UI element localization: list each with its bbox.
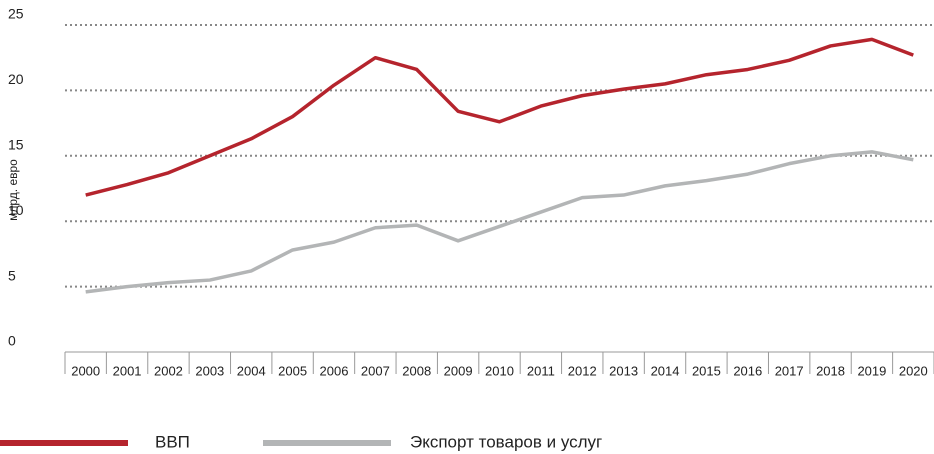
x-tick-label: 2013 xyxy=(609,363,638,378)
x-tick-label: 2007 xyxy=(361,363,390,378)
x-tick-label: 2015 xyxy=(692,363,721,378)
series-line xyxy=(85,150,914,294)
y-tick-label: 20 xyxy=(8,71,24,87)
y-tick-label: 25 xyxy=(8,6,24,22)
y-tick-label: 0 xyxy=(8,333,16,349)
y-tick-label: 10 xyxy=(8,202,24,218)
y-tick-label: 15 xyxy=(8,137,24,153)
x-tick-label: 2008 xyxy=(402,363,431,378)
x-tick-label: 2020 xyxy=(899,363,928,378)
x-tick-label: 2012 xyxy=(568,363,597,378)
x-tick-label: 2000 xyxy=(71,363,100,378)
x-tick-label: 2006 xyxy=(320,363,349,378)
x-tick-label: 2002 xyxy=(154,363,183,378)
x-tick-label: 2014 xyxy=(651,363,680,378)
x-tick-label: 2005 xyxy=(278,363,307,378)
x-tick-label: 2003 xyxy=(195,363,224,378)
series-line xyxy=(85,37,914,197)
legend-label: Экспорт товаров и услуг xyxy=(410,432,602,451)
y-axis-label: млрд. евро xyxy=(6,159,20,221)
x-tick-label: 2017 xyxy=(775,363,804,378)
x-tick-label: 2011 xyxy=(527,363,555,378)
x-tick-label: 2010 xyxy=(485,363,514,378)
x-tick-label: 2004 xyxy=(237,363,266,378)
x-tick-label: 2016 xyxy=(733,363,762,378)
x-tick-label: 2001 xyxy=(113,363,142,378)
x-tick-label: 2018 xyxy=(816,363,845,378)
x-tick-label: 2009 xyxy=(444,363,473,378)
legend-label: ВВП xyxy=(155,432,190,451)
x-tick-label: 2019 xyxy=(857,363,886,378)
y-tick-label: 5 xyxy=(8,267,16,283)
